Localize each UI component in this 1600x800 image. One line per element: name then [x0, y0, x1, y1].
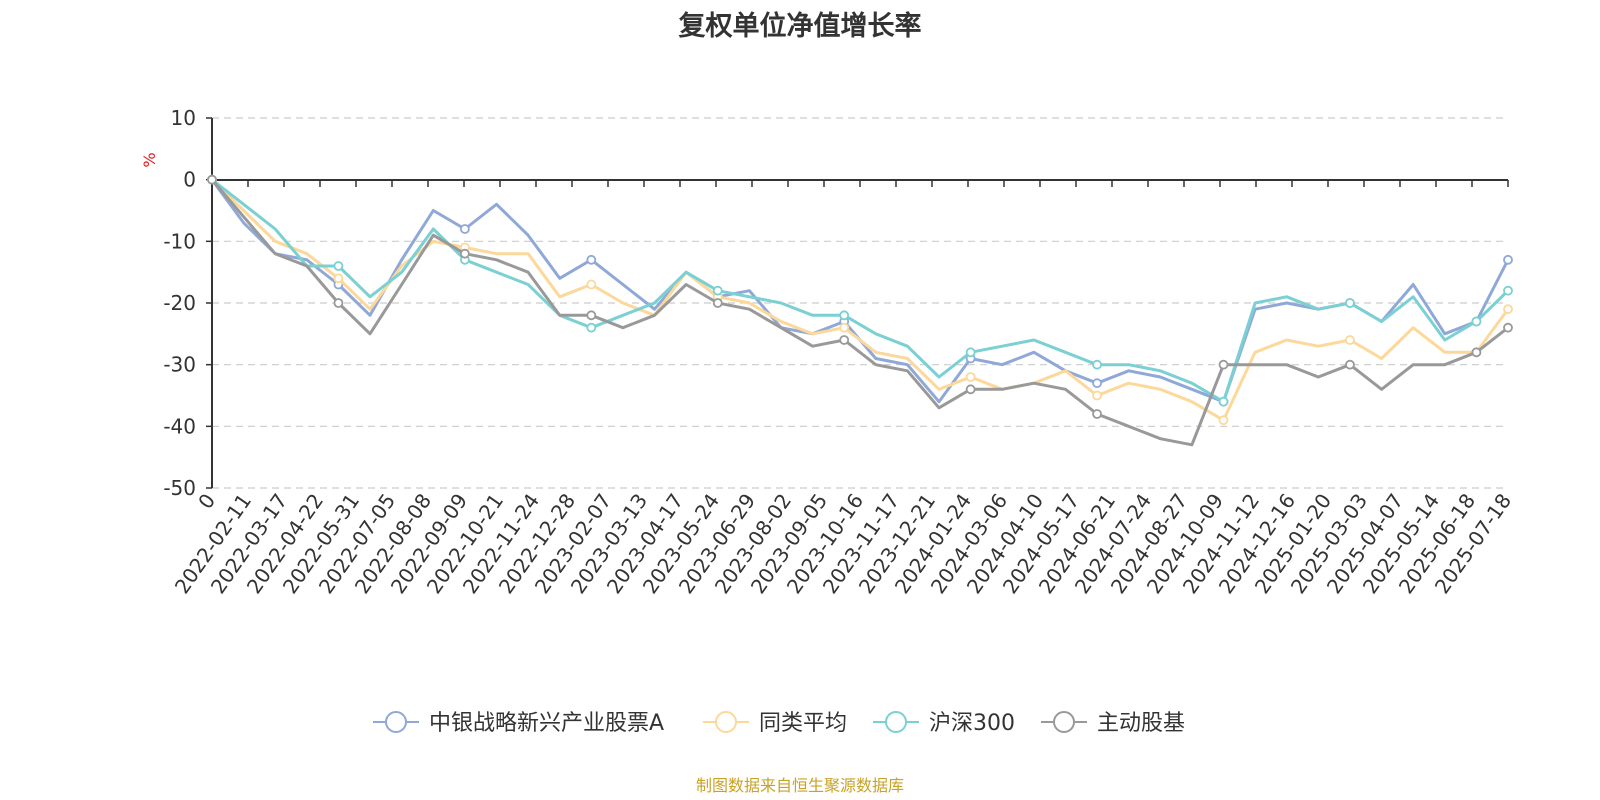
- y-tick-label: -30: [163, 353, 196, 377]
- data-point: [1218, 359, 1229, 370]
- y-tick-label: 0: [183, 168, 196, 192]
- data-point: [586, 279, 597, 290]
- data-point: [1092, 359, 1102, 370]
- series-1: [207, 174, 1513, 407]
- data-point: [586, 254, 597, 265]
- series-line: [210, 178, 1510, 404]
- grid-lines: [206, 117, 1508, 489]
- data-point: [965, 384, 976, 395]
- data-point: [1345, 359, 1355, 370]
- y-tick-label: 10: [171, 106, 196, 130]
- data-point: [1503, 285, 1513, 296]
- y-tick-label: -20: [163, 291, 196, 315]
- legend-item[interactable]: 沪深300: [873, 711, 1015, 736]
- x-tick-labels: 02022-02-112022-03-172022-04-222022-05-3…: [170, 180, 1516, 598]
- data-point: [1471, 347, 1482, 358]
- data-point: [333, 298, 344, 308]
- series-line: [210, 178, 1510, 422]
- series-2: [207, 174, 1513, 426]
- data-point: [965, 372, 976, 382]
- legend[interactable]: 中银战略新兴产业股票A 同类平均 沪深300 主动股基: [373, 711, 1185, 736]
- data-point: [333, 273, 344, 284]
- legend-marker: [385, 711, 407, 733]
- series-line: [211, 178, 1510, 404]
- legend-marker: [885, 711, 907, 733]
- data-point: [1503, 304, 1513, 315]
- data-point: [1218, 415, 1229, 426]
- series-3: [207, 174, 1513, 407]
- series-line: [210, 178, 1509, 447]
- source-note: 制图数据来自恒生聚源数据库: [695, 776, 904, 795]
- data-point: [459, 248, 470, 259]
- data-point: [1092, 409, 1102, 419]
- legend-marker: [1053, 711, 1075, 733]
- legend-label: 同类平均: [759, 711, 847, 736]
- series-lines: [207, 174, 1513, 447]
- y-tick-label: -40: [163, 414, 196, 438]
- x-tick-label: 0: [193, 489, 220, 513]
- y-axis-unit-label: %: [140, 152, 159, 167]
- data-point: [586, 310, 597, 321]
- y-tick-label: -10: [163, 229, 196, 253]
- y-tick-label: -50: [163, 476, 196, 500]
- data-point: [333, 261, 344, 271]
- series-4: [207, 174, 1513, 447]
- data-point: [712, 298, 723, 308]
- data-point: [207, 174, 217, 185]
- data-point: [1345, 335, 1355, 345]
- data-point: [1345, 298, 1355, 308]
- data-point: [1471, 316, 1482, 327]
- legend-label: 中银战略新兴产业股票A: [429, 711, 664, 736]
- data-point: [586, 322, 597, 333]
- legend-label: 沪深300: [929, 711, 1015, 736]
- data-point: [459, 224, 470, 234]
- data-point: [1092, 378, 1102, 389]
- data-point: [712, 285, 723, 296]
- data-point: [1503, 322, 1513, 333]
- legend-item[interactable]: 同类平均: [703, 711, 847, 736]
- data-point: [965, 347, 976, 358]
- legend-item[interactable]: 中银战略新兴产业股票A: [373, 711, 664, 736]
- legend-marker: [715, 711, 737, 733]
- data-point: [1218, 396, 1229, 407]
- legend-label: 主动股基: [1097, 711, 1185, 736]
- data-point: [839, 335, 850, 345]
- data-point: [839, 322, 850, 333]
- y-tick-labels: 10 0 -10 -20 -30 -40 -50: [163, 106, 196, 500]
- legend-item[interactable]: 主动股基: [1041, 711, 1185, 736]
- data-point: [1503, 254, 1513, 265]
- data-point: [839, 310, 850, 321]
- chart-title: 复权单位净值增长率: [678, 11, 922, 42]
- data-point: [1092, 390, 1102, 401]
